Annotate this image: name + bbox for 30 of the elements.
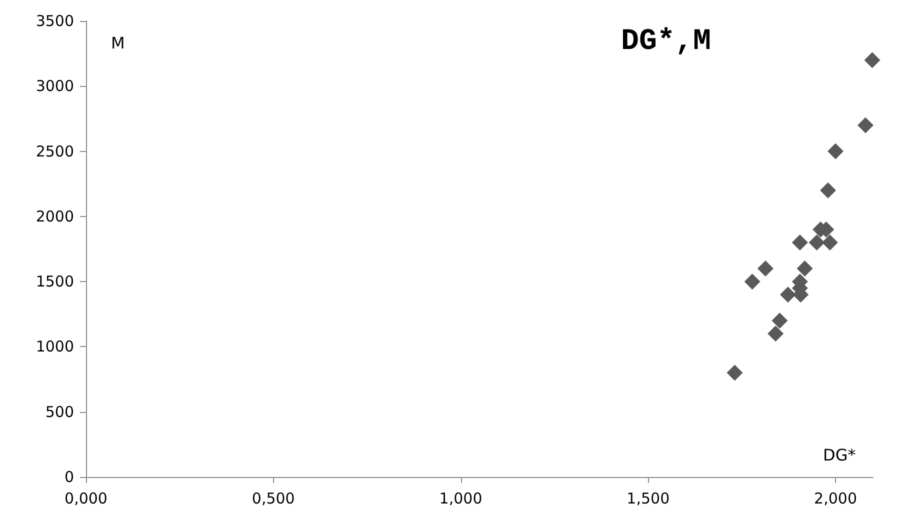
point (744, 274, 760, 290)
point (757, 260, 774, 277)
point (822, 234, 838, 250)
x-tick-label: 2,000 (814, 490, 857, 508)
y-tick-label: 500 (45, 402, 74, 421)
point (864, 52, 880, 68)
y-tick-label: 3000 (36, 77, 74, 96)
point (780, 286, 796, 303)
point (772, 312, 788, 329)
y-tick-label: 2500 (36, 142, 74, 160)
y-tick-label: 3500 (36, 12, 74, 30)
y-axis-title: M (111, 34, 125, 52)
y-tick-label: 1000 (36, 338, 74, 356)
y-tick-label: 1500 (36, 272, 74, 291)
point (828, 143, 844, 160)
point (726, 364, 743, 381)
x-axis-title: DG* (823, 446, 856, 464)
point (792, 234, 808, 250)
point (796, 260, 813, 277)
x-tick-label: 0,000 (64, 490, 108, 508)
x-tick-label: 0,500 (252, 490, 295, 508)
point (820, 182, 836, 198)
x-tick-label: 1,500 (626, 490, 670, 508)
point (808, 234, 825, 250)
y-tick-label: 2000 (36, 207, 74, 226)
point (768, 326, 784, 342)
point (858, 117, 874, 134)
chart-title: DG*,M (620, 25, 711, 59)
x-tick-label: 1,000 (439, 490, 482, 508)
y-tick-label: 0 (64, 468, 74, 486)
